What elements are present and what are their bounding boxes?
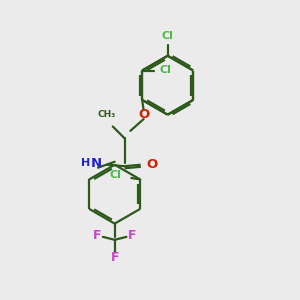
- Text: Cl: Cl: [159, 65, 171, 76]
- Text: F: F: [93, 229, 101, 242]
- Text: N: N: [91, 157, 102, 170]
- Text: O: O: [138, 108, 149, 121]
- Text: F: F: [128, 229, 136, 242]
- Text: CH₃: CH₃: [98, 110, 116, 119]
- Text: H: H: [81, 158, 90, 168]
- Text: O: O: [147, 158, 158, 171]
- Text: Cl: Cl: [162, 31, 174, 41]
- Text: F: F: [110, 251, 119, 264]
- Text: Cl: Cl: [109, 170, 121, 180]
